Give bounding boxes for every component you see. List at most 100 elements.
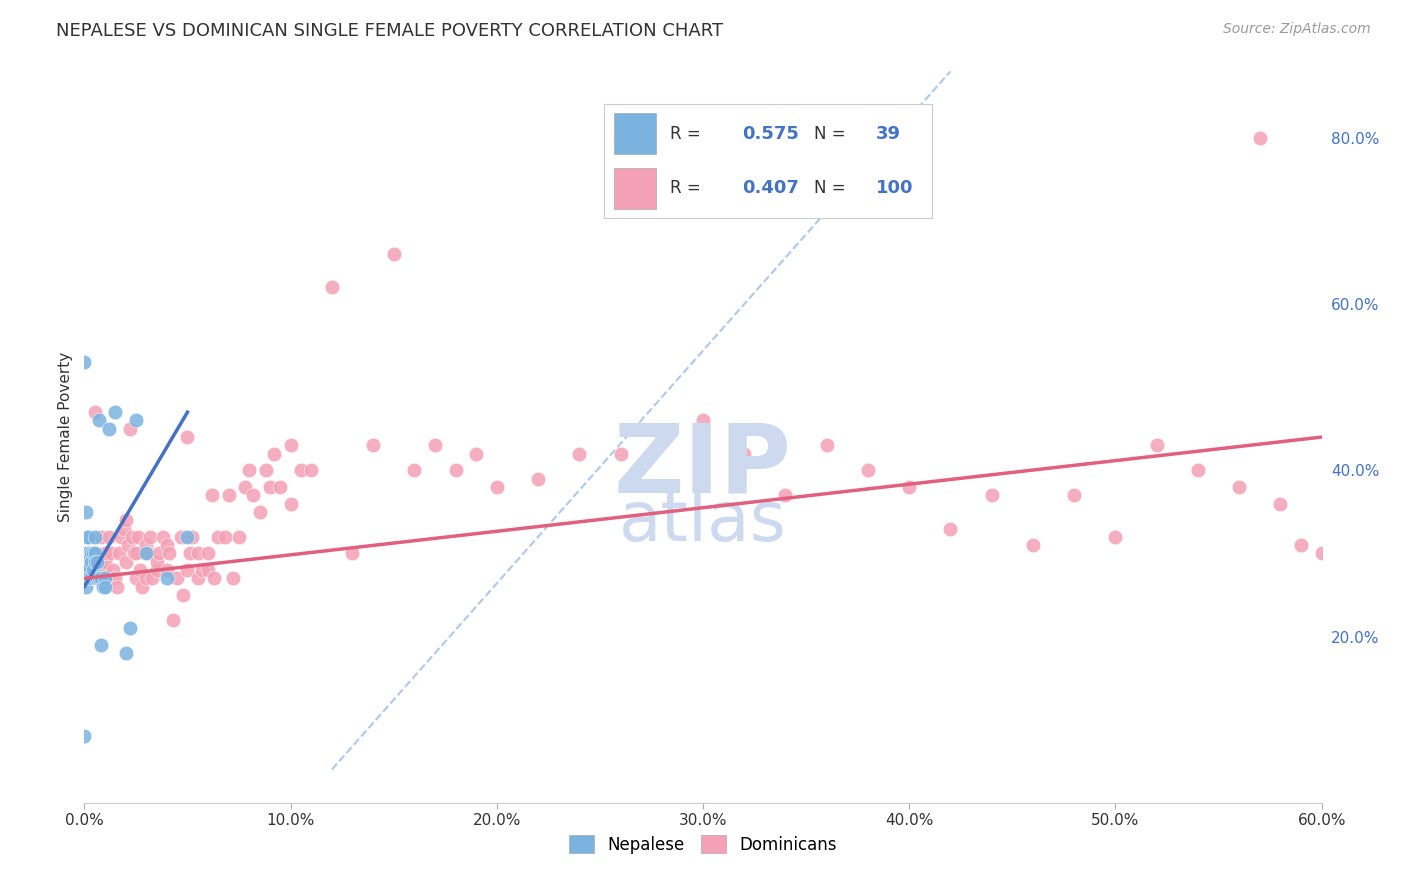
Point <box>201 488 224 502</box>
Point <box>94 546 117 560</box>
Point <box>145 563 167 577</box>
Point <box>94 571 117 585</box>
Point <box>568 447 591 461</box>
Point <box>148 546 170 560</box>
Point <box>94 555 117 569</box>
Point <box>172 588 194 602</box>
Point <box>269 480 291 494</box>
Point <box>108 546 131 560</box>
Point <box>321 280 343 294</box>
Point <box>651 430 673 444</box>
Point <box>939 521 962 535</box>
Point <box>342 546 364 560</box>
Point <box>118 621 141 635</box>
Point <box>1022 538 1045 552</box>
Point <box>156 571 179 585</box>
Point <box>131 580 153 594</box>
Text: Source: ZipAtlas.com: Source: ZipAtlas.com <box>1223 22 1371 37</box>
Text: ZIP: ZIP <box>614 420 792 513</box>
Point <box>166 571 188 585</box>
Point <box>77 546 100 560</box>
Point <box>145 555 167 569</box>
Point <box>176 530 198 544</box>
Point <box>73 729 96 743</box>
Point <box>139 530 162 544</box>
Point <box>233 480 256 494</box>
Point <box>90 530 112 544</box>
Text: atlas: atlas <box>619 488 787 555</box>
Point <box>118 422 141 436</box>
Point <box>135 546 157 560</box>
Point <box>103 563 125 577</box>
Point <box>90 571 112 585</box>
Point <box>82 546 104 560</box>
Point <box>83 555 105 569</box>
Point <box>86 571 108 585</box>
Point <box>197 546 219 560</box>
Point <box>110 530 132 544</box>
Point <box>136 546 159 560</box>
Point <box>75 580 97 594</box>
Point <box>87 413 110 427</box>
Point <box>157 546 180 560</box>
Point <box>444 463 467 477</box>
Point <box>75 555 97 569</box>
Point <box>117 538 139 552</box>
Point <box>83 546 105 560</box>
Point <box>94 580 117 594</box>
Point <box>135 538 157 552</box>
Point <box>180 530 202 544</box>
Point <box>75 571 97 585</box>
Point <box>121 530 143 544</box>
Point <box>98 530 121 544</box>
Point <box>214 530 236 544</box>
Point <box>125 546 148 560</box>
Point <box>114 513 136 527</box>
Point <box>75 563 97 577</box>
Point <box>207 530 229 544</box>
Point <box>280 497 302 511</box>
Point <box>280 438 302 452</box>
Point <box>114 555 136 569</box>
Point <box>122 546 145 560</box>
Point <box>176 430 198 444</box>
Point <box>104 571 127 585</box>
Point <box>87 555 110 569</box>
Point <box>156 538 179 552</box>
Point <box>79 555 101 569</box>
Point <box>692 413 714 427</box>
Point <box>228 530 250 544</box>
Point <box>187 546 209 560</box>
Point <box>197 563 219 577</box>
Point <box>86 555 108 569</box>
Point <box>485 480 508 494</box>
Point <box>263 447 285 461</box>
Point <box>1146 438 1168 452</box>
Point <box>79 546 101 560</box>
Point <box>77 571 100 585</box>
Point <box>733 447 755 461</box>
Point <box>361 438 384 452</box>
Point <box>249 505 271 519</box>
Point <box>775 488 797 502</box>
Point <box>141 571 163 585</box>
Point <box>162 613 184 627</box>
Text: NEPALESE VS DOMINICAN SINGLE FEMALE POVERTY CORRELATION CHART: NEPALESE VS DOMINICAN SINGLE FEMALE POVE… <box>56 22 723 40</box>
Point <box>82 563 104 577</box>
Point <box>112 521 135 535</box>
Point <box>1063 488 1085 502</box>
Point <box>1310 546 1333 560</box>
Point <box>75 505 97 519</box>
Point <box>1187 463 1209 477</box>
Point <box>980 488 1002 502</box>
Point <box>1270 497 1292 511</box>
Point <box>98 422 121 436</box>
Point <box>90 638 112 652</box>
Point <box>290 463 312 477</box>
Point <box>152 530 174 544</box>
Legend: Nepalese, Dominicans: Nepalese, Dominicans <box>562 829 844 860</box>
Point <box>1289 538 1312 552</box>
Point <box>87 571 110 585</box>
Point <box>176 563 198 577</box>
Point <box>156 563 179 577</box>
